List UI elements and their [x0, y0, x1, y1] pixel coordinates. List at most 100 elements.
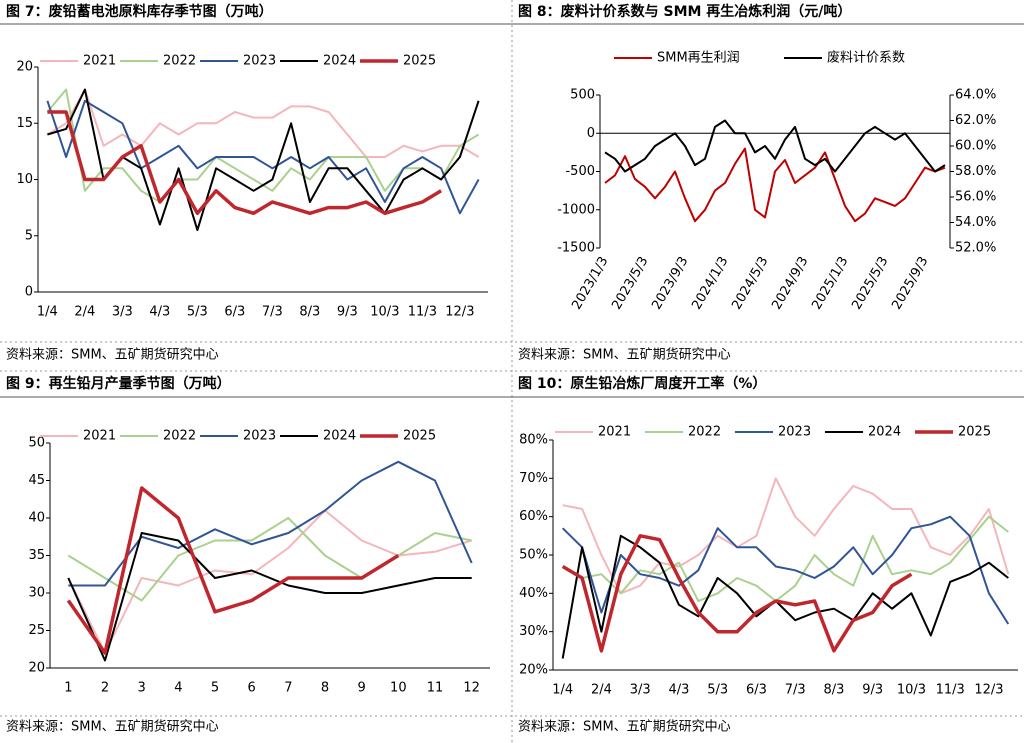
y-tick-label: -1500 [557, 241, 595, 256]
y2-tick-label: 56.0% [955, 190, 996, 205]
y-tick-label: -500 [565, 164, 595, 179]
x-tick-label: 2025/9/3 [889, 254, 931, 312]
x-tick-label: 9/3 [337, 305, 358, 320]
x-tick-label: 1 [64, 681, 72, 696]
y-tick-label: 50 [28, 436, 45, 451]
x-tick-label: 9/3 [862, 683, 883, 698]
source: 资料来源：SMM、五矿期货研究中心 [518, 719, 731, 735]
y-tick-label: 10 [16, 172, 33, 187]
x-tick-label: 4/3 [149, 305, 170, 320]
chart-title: 图 8：废料计价系数与 SMM 再生冶炼利润（元/吨） [518, 3, 851, 20]
y-tick-label: 30% [519, 624, 548, 639]
x-tick-label: 2023/1/3 [569, 254, 611, 312]
series-line [68, 460, 473, 587]
x-tick-label: 8 [321, 681, 329, 696]
legend-label: 2024 [868, 425, 901, 440]
y-tick-label: 20 [28, 661, 45, 676]
x-tick-label: 5/3 [187, 305, 208, 320]
x-tick-label: 8/3 [299, 305, 320, 320]
x-tick-label: 7/3 [785, 683, 806, 698]
legend-label: 2024 [323, 54, 356, 69]
y-tick-label: 80% [519, 433, 548, 448]
x-tick-label: 12 [463, 681, 480, 696]
y-tick-label: 15 [16, 116, 33, 131]
x-tick-label: 4/3 [668, 683, 689, 698]
legend-label: 2023 [778, 425, 811, 440]
x-tick-label: 2024/9/3 [769, 254, 811, 312]
series-line [46, 88, 480, 158]
y-tick-label: 40% [519, 586, 548, 601]
legend-label: 2021 [83, 429, 116, 444]
legend-label: SMM再生利润 [657, 51, 740, 66]
source: 资料来源：SMM、五矿期货研究中心 [6, 347, 219, 363]
x-tick-label: 2023/9/3 [649, 254, 691, 312]
legend-label: 废料计价系数 [827, 50, 905, 66]
x-tick-label: 12/3 [445, 305, 474, 320]
x-tick-label: 5 [211, 681, 219, 696]
x-tick-label: 11/3 [408, 305, 437, 320]
series-line [562, 515, 1009, 602]
x-tick-label: 7/3 [262, 305, 283, 320]
legend-label: 2022 [163, 54, 196, 69]
x-tick-label: 4 [174, 681, 182, 696]
y-tick-label: 30 [28, 586, 45, 601]
x-tick-label: 12/3 [974, 683, 1003, 698]
legend-label: 2025 [403, 429, 436, 444]
legend-label: 2022 [688, 425, 721, 440]
x-tick-label: 11 [427, 681, 444, 696]
x-tick-label: 8/3 [823, 683, 844, 698]
x-tick-label: 10/3 [370, 305, 399, 320]
x-tick-label: 6/3 [224, 305, 245, 320]
legend-label: 2021 [598, 425, 631, 440]
y-tick-label: 500 [570, 88, 595, 103]
x-tick-label: 2025/5/3 [849, 254, 891, 312]
y2-tick-label: 54.0% [955, 215, 996, 230]
x-tick-label: 10 [390, 681, 407, 696]
x-tick-label: 2023/5/3 [609, 254, 651, 312]
series-line [66, 486, 400, 655]
y2-tick-label: 64.0% [955, 88, 996, 103]
x-tick-label: 1/4 [552, 683, 573, 698]
legend-label: 2025 [958, 425, 991, 440]
x-tick-label: 3/3 [630, 683, 651, 698]
y-tick-label: 70% [519, 471, 548, 486]
series-line [562, 477, 1010, 595]
x-tick-label: 2/4 [74, 305, 95, 320]
chart-title: 图 9：再生铅月产量季节图（万吨） [6, 375, 231, 392]
source: 资料来源：SMM、五矿期货研究中心 [6, 719, 219, 735]
x-tick-label: 5/3 [707, 683, 728, 698]
x-tick-label: 2/4 [591, 683, 612, 698]
y-tick-label: 20% [519, 663, 548, 678]
legend-label: 2023 [243, 429, 276, 444]
x-tick-label: 6 [248, 681, 256, 696]
series-line [47, 110, 442, 216]
source: 资料来源：SMM、五矿期货研究中心 [518, 347, 731, 363]
x-tick-label: 3 [138, 681, 146, 696]
x-tick-label: 11/3 [936, 683, 965, 698]
y-tick-label: 35 [28, 548, 45, 563]
y-tick-label: 60% [519, 509, 548, 524]
y2-tick-label: 60.0% [955, 139, 996, 154]
y2-tick-label: 62.0% [955, 113, 996, 128]
x-tick-label: 2024/1/3 [689, 254, 731, 312]
x-tick-label: 10/3 [897, 683, 926, 698]
y2-tick-label: 52.0% [955, 241, 996, 256]
legend-label: 2022 [163, 429, 196, 444]
y-tick-label: 0 [25, 285, 33, 300]
series-line [46, 99, 480, 215]
y-tick-label: 50% [519, 548, 548, 563]
x-tick-label: 3/3 [112, 305, 133, 320]
x-tick-label: 9 [358, 681, 366, 696]
series-line [604, 147, 946, 223]
series-line [67, 509, 472, 654]
y2-tick-label: 58.0% [955, 164, 996, 179]
legend-label: 2025 [403, 54, 436, 69]
x-tick-label: 7 [284, 681, 292, 696]
legend-label: 2024 [323, 429, 356, 444]
series-line [67, 532, 472, 662]
y-tick-label: 40 [28, 511, 45, 526]
y-tick-label: 25 [28, 623, 45, 638]
x-tick-label: 1/4 [37, 305, 58, 320]
x-tick-label: 6/3 [746, 683, 767, 698]
